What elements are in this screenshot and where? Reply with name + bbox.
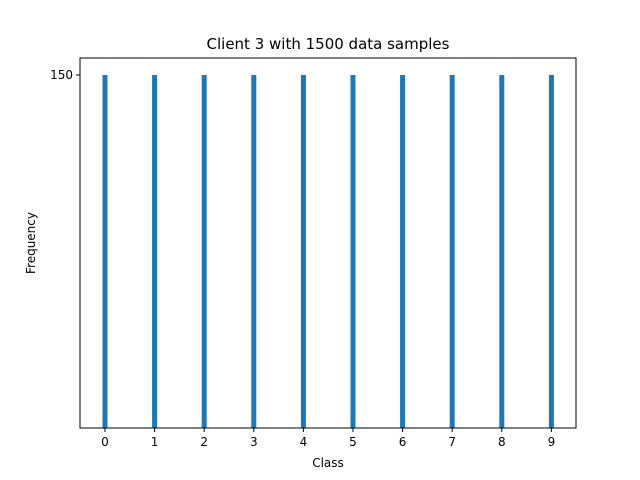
x-tick-label: 9 (548, 435, 556, 449)
x-axis-label: Class (312, 456, 344, 470)
x-tick-label: 2 (200, 435, 208, 449)
bar-class-5 (350, 75, 356, 428)
y-tick-label: 150 (50, 68, 73, 82)
x-tick-label: 6 (399, 435, 407, 449)
bar-class-1 (152, 75, 158, 428)
x-tick-label: 3 (250, 435, 258, 449)
x-tick-label: 4 (300, 435, 308, 449)
plot-frame (79, 57, 577, 429)
bar-class-2 (201, 75, 207, 428)
x-tick-label: 5 (349, 435, 357, 449)
x-tick-label: 7 (448, 435, 456, 449)
x-tick-label: 0 (101, 435, 109, 449)
bars-group (102, 75, 554, 428)
bar-class-9 (548, 75, 554, 428)
bar-class-8 (499, 75, 505, 428)
bar-class-3 (251, 75, 257, 428)
y-ticks-group: 150 (50, 68, 80, 82)
y-axis-label: Frequency (24, 212, 38, 274)
bar-class-4 (300, 75, 306, 428)
bar-class-0 (102, 75, 108, 428)
x-tick-label: 8 (498, 435, 506, 449)
bar-class-6 (400, 75, 406, 428)
x-tick-label: 1 (151, 435, 159, 449)
x-ticks-group: 0 1 2 3 4 5 6 7 8 9 (101, 428, 555, 449)
bar-class-7 (449, 75, 455, 428)
chart-title: Client 3 with 1500 data samples (207, 35, 450, 53)
